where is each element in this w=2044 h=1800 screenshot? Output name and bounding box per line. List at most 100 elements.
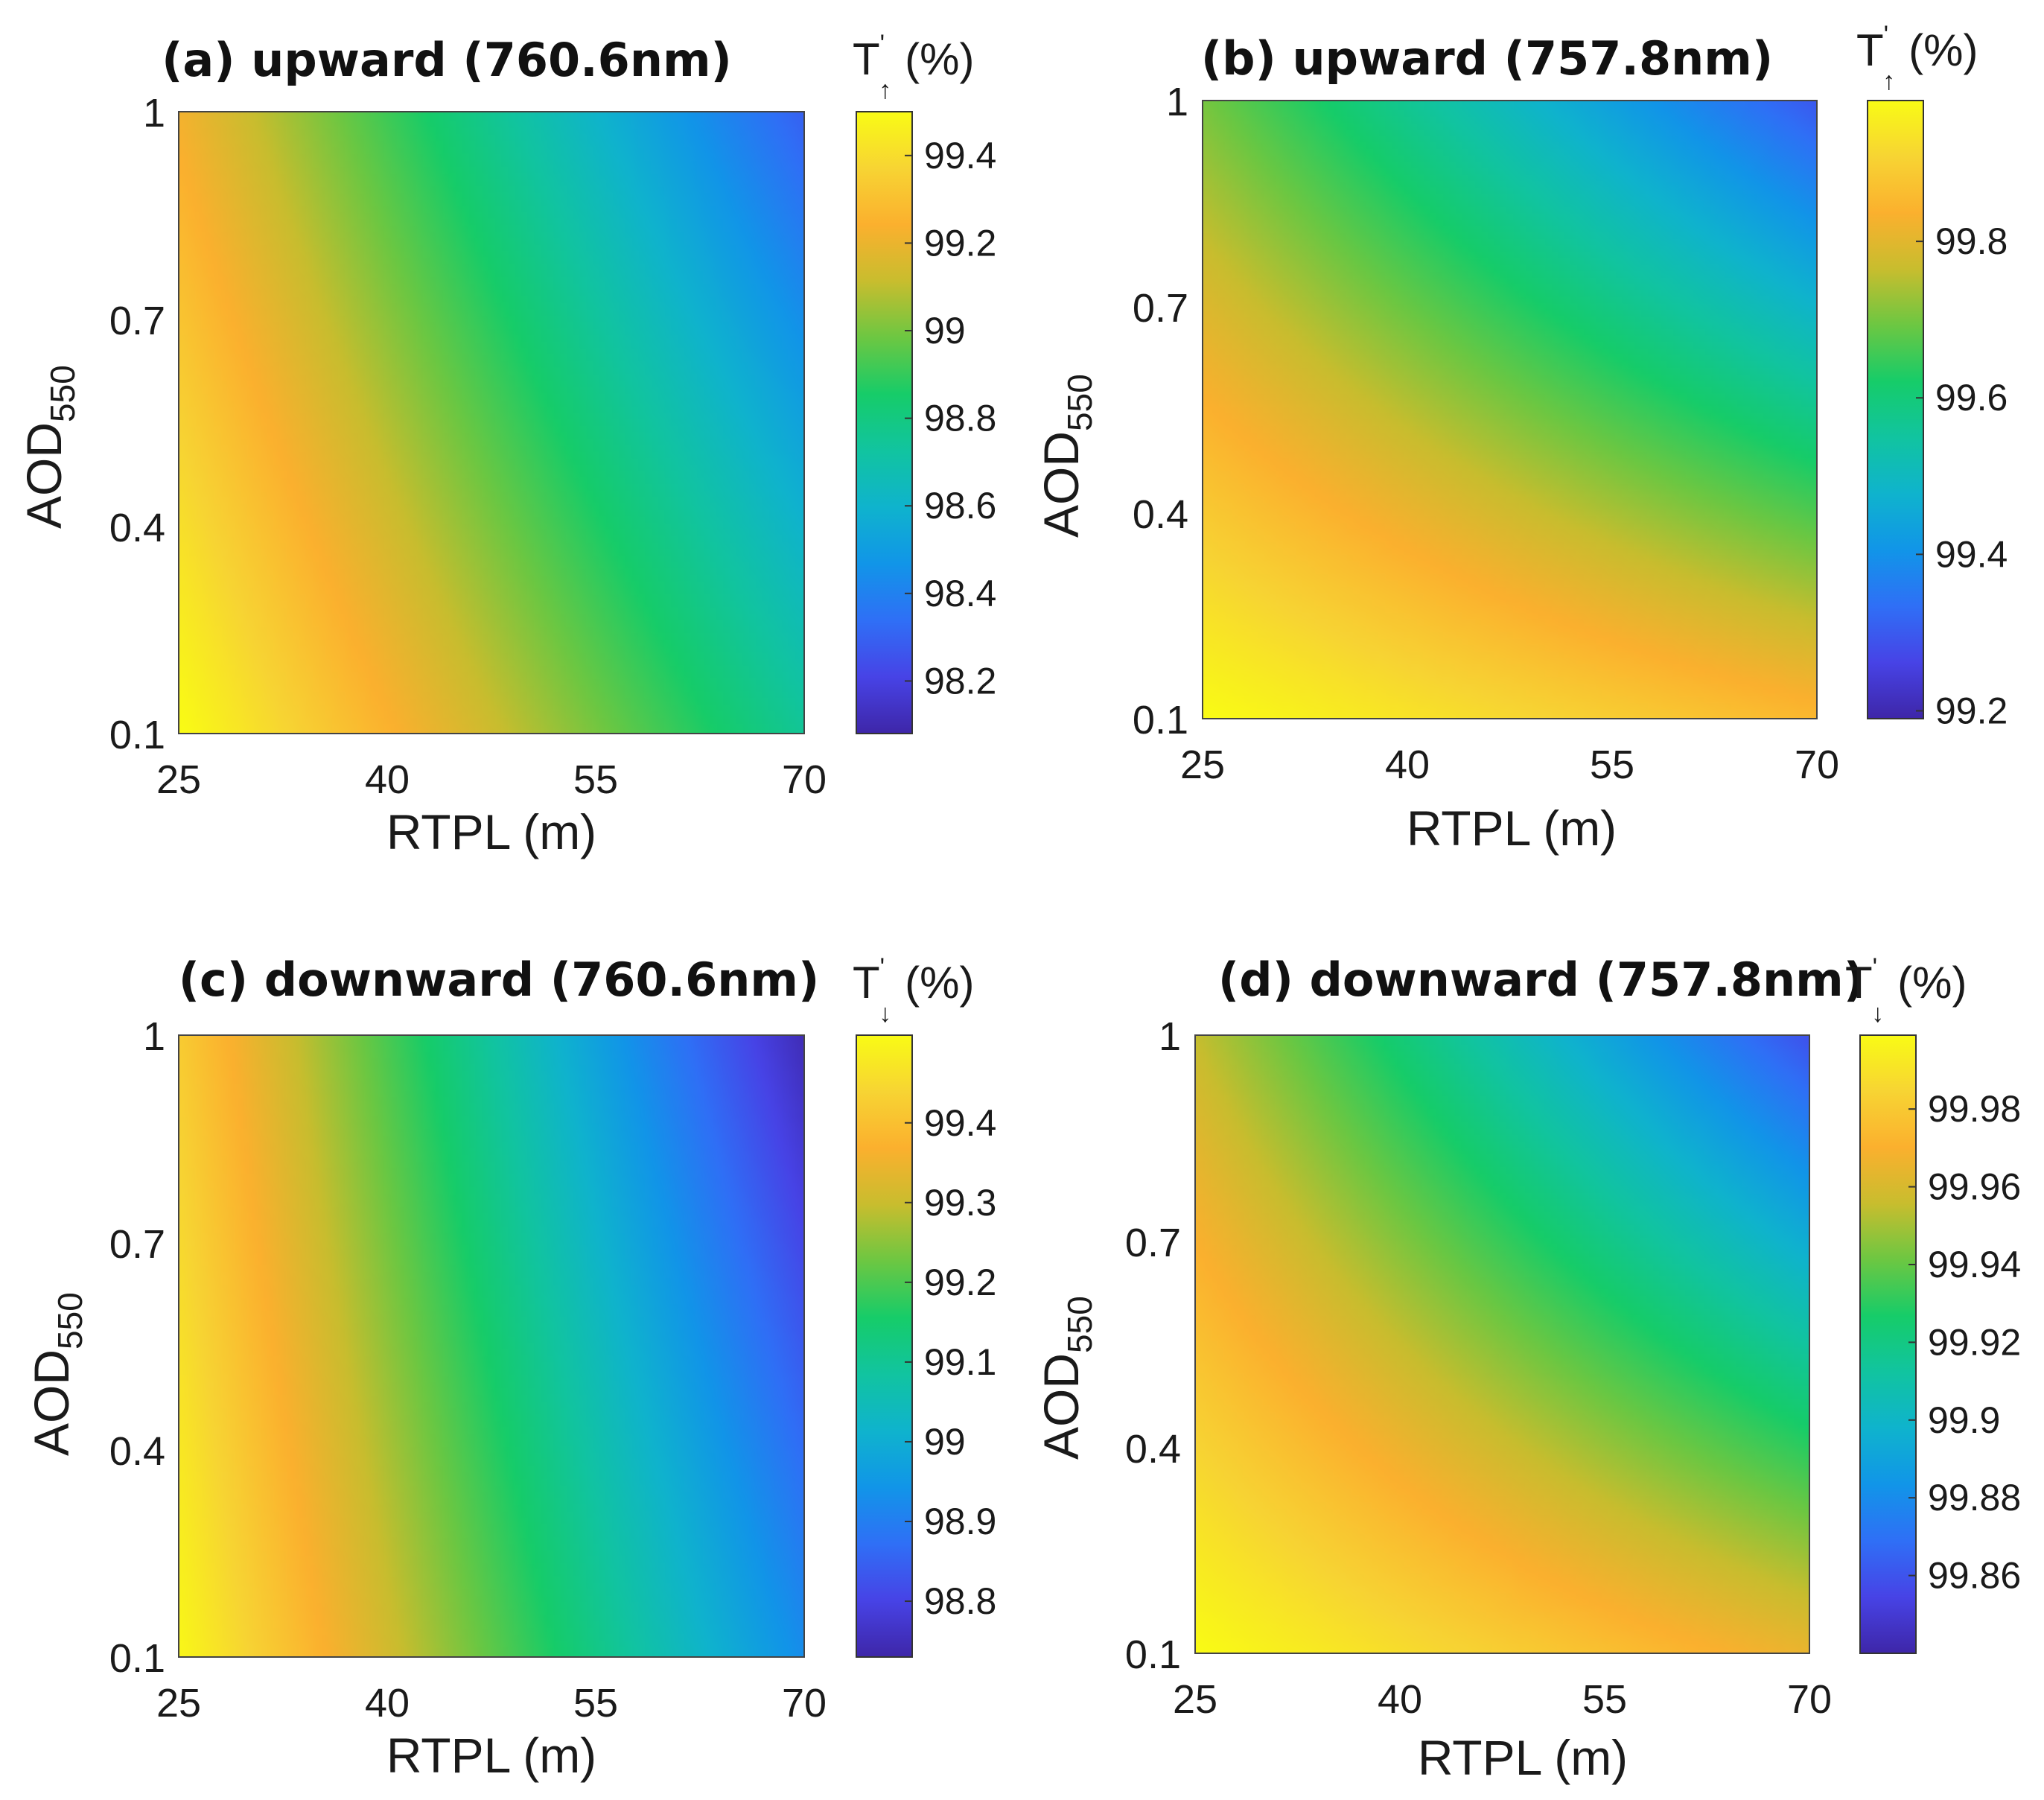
panel-c: (c) downward (760.6nm) 25 40 55 70 0.1 0… <box>24 953 996 1783</box>
panel-a-colorbar-tick: 98.4 <box>924 573 996 614</box>
panel-a-colorbar-tick: 98.2 <box>924 660 996 702</box>
panel-c-y-label: AOD550 <box>24 1292 89 1456</box>
panel-d-colorbar-label-unit: (%) <box>1897 958 1967 1008</box>
panel-d-x-tick: 55 <box>1582 1677 1627 1722</box>
panel-c-x-label: RTPL (m) <box>386 1728 596 1783</box>
panel-a-y-tick: 0.7 <box>109 299 165 343</box>
panel-c-x-tick: 25 <box>156 1681 201 1726</box>
panel-c-colorbar-frame <box>856 1034 913 1658</box>
panel-a-colorbar-label-arrow: ↑ <box>879 76 891 104</box>
panel-a-colorbar-ticks: 98.2 98.4 98.6 98.8 99 99.2 99.4 <box>905 135 996 702</box>
panel-a-plot-frame <box>178 111 805 734</box>
panel-c-colorbar-label-arrow: ↓ <box>879 999 891 1028</box>
panel-a-y-tick: 0.1 <box>109 713 165 757</box>
panel-d-colorbar-tick: 99.9 <box>1928 1399 2000 1441</box>
panel-c-colorbar-label-main: T <box>853 958 880 1008</box>
panel-a-colorbar-label-main: T <box>853 34 880 84</box>
panel-d-colorbar-tick: 99.88 <box>1928 1477 2021 1518</box>
panel-a-colorbar-label-unit: (%) <box>905 34 974 84</box>
panel-c-y-label-main: AOD <box>24 1349 79 1456</box>
heatmap-surface <box>179 112 804 734</box>
panel-b-colorbar-ticks: 99.2 99.4 99.6 99.8 <box>1916 220 2008 731</box>
panel-c-x-tick: 40 <box>365 1681 410 1726</box>
panel-c-y-tick: 0.7 <box>109 1222 165 1267</box>
panel-c-title: (c) downward (760.6nm) <box>179 953 820 1007</box>
panel-a-x-tick: 70 <box>782 757 827 802</box>
panel-c-y-tick: 0.1 <box>109 1636 165 1681</box>
panel-c-colorbar-label: T' ↓ (%) <box>853 953 974 1028</box>
panel-d-colorbar-label: T' ↓ (%) <box>1845 953 1967 1028</box>
panel-c-colorbar-tick: 99.1 <box>924 1341 996 1383</box>
panel-b-y-label: AOD550 <box>1034 374 1099 538</box>
panel-a-colorbar-tick: 98.8 <box>924 398 996 439</box>
panel-c-colorbar-tick: 99 <box>924 1421 966 1463</box>
panel-c-colorbar-tick: 98.9 <box>924 1501 996 1542</box>
panel-c-colorbar-label-unit: (%) <box>905 958 974 1008</box>
panel-b-x-tick: 70 <box>1795 742 1839 787</box>
panel-d-colorbar-tick: 99.92 <box>1928 1321 2021 1363</box>
panel-b-title: (b) upward (757.8nm) <box>1201 31 1773 86</box>
panel-b-colorbar-tick: 99.4 <box>1935 533 2008 575</box>
panel-d-colorbar-label-prime: ' <box>1873 953 1878 982</box>
panel-d-x-tick: 25 <box>1173 1677 1217 1722</box>
panel-d-colorbar-tick: 99.86 <box>1928 1555 2021 1597</box>
panel-d-x-tick: 70 <box>1787 1677 1832 1722</box>
panel-b-colorbar-label-unit: (%) <box>1908 25 1978 75</box>
panel-c-plot-frame <box>178 1034 805 1658</box>
panel-b-y-label-sub: 550 <box>1060 374 1099 431</box>
heatmap-surface <box>1203 101 1817 719</box>
panel-b-y-tick: 0.1 <box>1133 698 1188 742</box>
panel-a: (a) upward (760.6nm) 25 40 55 70 0.1 0.4… <box>16 30 996 859</box>
panel-c-y-label-sub: 550 <box>51 1292 89 1349</box>
panel-c-colorbar <box>856 1035 912 1657</box>
panel-b-colorbar-tick: 99.2 <box>1935 690 2008 731</box>
panel-d-x-label: RTPL (m) <box>1418 1730 1628 1785</box>
panel-a-colorbar-tick: 99.4 <box>924 135 996 176</box>
panel-b-x-label: RTPL (m) <box>1407 801 1617 856</box>
panel-d-colorbar-ticks: 99.86 99.88 99.9 99.92 99.94 99.96 99.98 <box>1908 1088 2021 1597</box>
panel-d-x-tick: 40 <box>1378 1677 1422 1722</box>
panel-d-colorbar <box>1860 1035 1916 1653</box>
panel-a-colorbar-tick: 99.2 <box>924 222 996 264</box>
heatmap-surface <box>179 1035 804 1657</box>
panel-a-y-label-sub: 550 <box>43 365 82 422</box>
panel-a-colorbar-label-prime: ' <box>880 30 885 58</box>
panel-d-y-tick: 1 <box>1159 1014 1181 1059</box>
panel-b-colorbar-label-prime: ' <box>1884 21 1889 49</box>
panel-b-y-tick: 0.7 <box>1133 286 1188 331</box>
panel-c-colorbar-tick: 99.2 <box>924 1262 996 1303</box>
panel-c-colorbar-tick: 99.3 <box>924 1182 996 1224</box>
panel-d-colorbar-tick: 99.98 <box>1928 1088 2021 1130</box>
panel-a-y-tick: 0.4 <box>109 506 165 550</box>
panel-c-colorbar-label-prime: ' <box>880 953 885 982</box>
panel-b-colorbar-label: T' ↑ (%) <box>1856 21 1978 95</box>
panel-d-y-tick: 0.1 <box>1125 1632 1181 1677</box>
panel-c-x-tick: 70 <box>782 1681 827 1726</box>
panel-a-x-tick: 55 <box>573 757 618 802</box>
panel-a-title: (a) upward (760.6nm) <box>162 33 732 87</box>
panel-d-colorbar-tick: 99.94 <box>1928 1244 2021 1285</box>
panel-b-y-label-main: AOD <box>1034 431 1089 538</box>
panel-d-colorbar-label-arrow: ↓ <box>1871 999 1884 1028</box>
panel-b: (b) upward (757.8nm) 25 40 55 70 0.1 0.4… <box>1034 21 2008 856</box>
panel-b-x-tick: 55 <box>1590 742 1634 787</box>
panel-d-colorbar-tick: 99.96 <box>1928 1166 2021 1208</box>
panel-c-colorbar-tick: 99.4 <box>924 1102 996 1144</box>
panel-a-y-label-main: AOD <box>16 422 71 529</box>
panel-c-colorbar-ticks: 98.8 98.9 99 99.1 99.2 99.3 99.4 <box>905 1102 996 1622</box>
panel-b-colorbar <box>1868 101 1923 719</box>
panel-a-x-tick: 25 <box>156 757 201 802</box>
panel-b-colorbar-frame <box>1867 100 1924 719</box>
panel-a-colorbar-label: T' ↑ (%) <box>853 30 974 104</box>
panel-d-y-label-main: AOD <box>1034 1353 1089 1460</box>
panel-d-y-label: AOD550 <box>1034 1296 1099 1460</box>
panel-d-plot-frame <box>1194 1034 1810 1654</box>
panel-c-y-tick: 0.4 <box>109 1429 165 1474</box>
panel-b-colorbar-tick: 99.6 <box>1935 377 2008 419</box>
panel-a-colorbar-tick: 99 <box>924 310 966 352</box>
panel-a-y-tick: 1 <box>143 91 165 136</box>
panel-d-colorbar-label-main: T <box>1845 958 1873 1008</box>
panel-b-x-tick: 40 <box>1385 742 1430 787</box>
panel-a-colorbar-tick: 98.6 <box>924 485 996 527</box>
